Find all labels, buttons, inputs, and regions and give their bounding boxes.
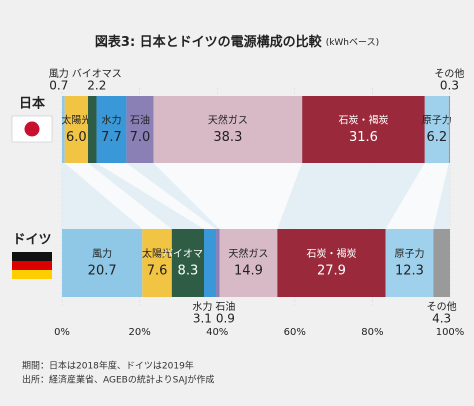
- chart-title: 図表3: 日本とドイツの電源構成の比較 (kWhベース): [95, 34, 379, 50]
- data-label: 27.9: [317, 264, 346, 279]
- flag-stripe: [12, 270, 52, 279]
- bar-segment: [87, 96, 97, 163]
- segment-name: その他: [434, 67, 464, 80]
- connector: [126, 163, 220, 229]
- bar-segment: [96, 96, 127, 163]
- outside-label: 風力0.7: [49, 67, 69, 93]
- connector: [96, 163, 217, 229]
- data-label: 20.7: [88, 264, 117, 279]
- segment-name: 風力: [92, 247, 112, 260]
- data-label: 6.0: [66, 130, 87, 145]
- flag-stripe: [12, 252, 52, 261]
- data-label: 7.7: [101, 130, 122, 145]
- outside-label: 石油0.9: [215, 300, 235, 326]
- note: 出所：経済産業省、AGEBの統計よりSAJが作成: [22, 374, 214, 386]
- flag-japan-disc: [24, 121, 40, 137]
- bar-segment: [64, 96, 88, 163]
- data-label: 0.3: [440, 79, 459, 93]
- data-label: 7.0: [130, 130, 151, 145]
- bar-segment: [126, 96, 154, 163]
- flag-germany: [12, 252, 52, 279]
- data-label: 38.3: [213, 130, 242, 145]
- segment-name: 石炭・褐炭: [306, 247, 356, 260]
- segment-name: 石油: [215, 300, 235, 313]
- data-label: 7.6: [147, 264, 168, 279]
- bar-segment: [385, 229, 434, 297]
- data-label: 3.1: [193, 312, 212, 326]
- bar-segment: [171, 229, 205, 297]
- x-tick-label: 20%: [128, 327, 150, 338]
- bar-segment: [424, 96, 449, 163]
- segment-name: 風力: [49, 67, 69, 80]
- data-label: 0.9: [216, 312, 235, 326]
- data-label: 31.6: [349, 130, 378, 145]
- bar-segment: [216, 229, 220, 297]
- bar-segment: [433, 229, 450, 297]
- connector: [433, 163, 450, 229]
- x-tick-label: 100%: [436, 327, 465, 338]
- bar-segment: [62, 96, 65, 163]
- bar-segment: [204, 229, 217, 297]
- category-label: 日本: [19, 96, 45, 112]
- segment-name: 水力: [192, 300, 212, 313]
- bar-segment: [219, 229, 278, 297]
- title-main: 図表3: 日本とドイツの電源構成の比較: [95, 34, 323, 50]
- bar-segment: [62, 229, 143, 297]
- segment-name: 天然ガス: [228, 247, 268, 260]
- segment-name: 石炭・褐炭: [338, 114, 388, 127]
- bar-segment: [153, 96, 303, 163]
- bar-segment: [142, 229, 172, 297]
- connector: [62, 163, 143, 229]
- connector: [87, 163, 205, 229]
- subtitle: (kWhベース): [326, 38, 379, 48]
- x-tick-label: 60%: [284, 327, 306, 338]
- note: 期間：日本は2018年度、ドイツは2019年: [22, 360, 194, 372]
- bar-segment: [277, 229, 386, 297]
- connectors: [62, 163, 450, 229]
- segment-name: 石油: [130, 114, 150, 127]
- x-tick-label: 0%: [54, 327, 70, 338]
- connector: [64, 163, 172, 229]
- connector: [385, 163, 449, 229]
- data-label: 14.9: [234, 264, 263, 279]
- segment-name: 天然ガス: [208, 114, 248, 127]
- segment-name: 水力: [101, 114, 121, 127]
- bar-segment: [302, 96, 425, 163]
- data-label: 2.2: [87, 79, 106, 93]
- x-tick-label: 40%: [206, 327, 228, 338]
- flag-stripe: [12, 261, 52, 270]
- connector: [277, 163, 425, 229]
- connector: [153, 163, 303, 229]
- segment-name: バイオマス: [163, 248, 213, 260]
- data-label: 8.3: [178, 264, 199, 279]
- segment-name: 太陽光: [142, 247, 172, 260]
- segment-name: 原子力: [394, 247, 424, 260]
- segment-name: バイオマス: [72, 68, 122, 80]
- outside-label: 水力3.1: [192, 300, 212, 326]
- data-label: 4.3: [432, 312, 451, 326]
- x-tick-label: 80%: [361, 327, 383, 338]
- data-label: 12.3: [395, 264, 424, 279]
- segment-name: 太陽光: [61, 114, 91, 127]
- category-label: ドイツ: [12, 233, 51, 248]
- segment-name: その他: [427, 300, 457, 313]
- bar-segment: [448, 96, 450, 163]
- data-label: 0.7: [49, 79, 68, 93]
- data-label: 6.2: [426, 130, 447, 145]
- segment-name: 原子力: [422, 114, 452, 127]
